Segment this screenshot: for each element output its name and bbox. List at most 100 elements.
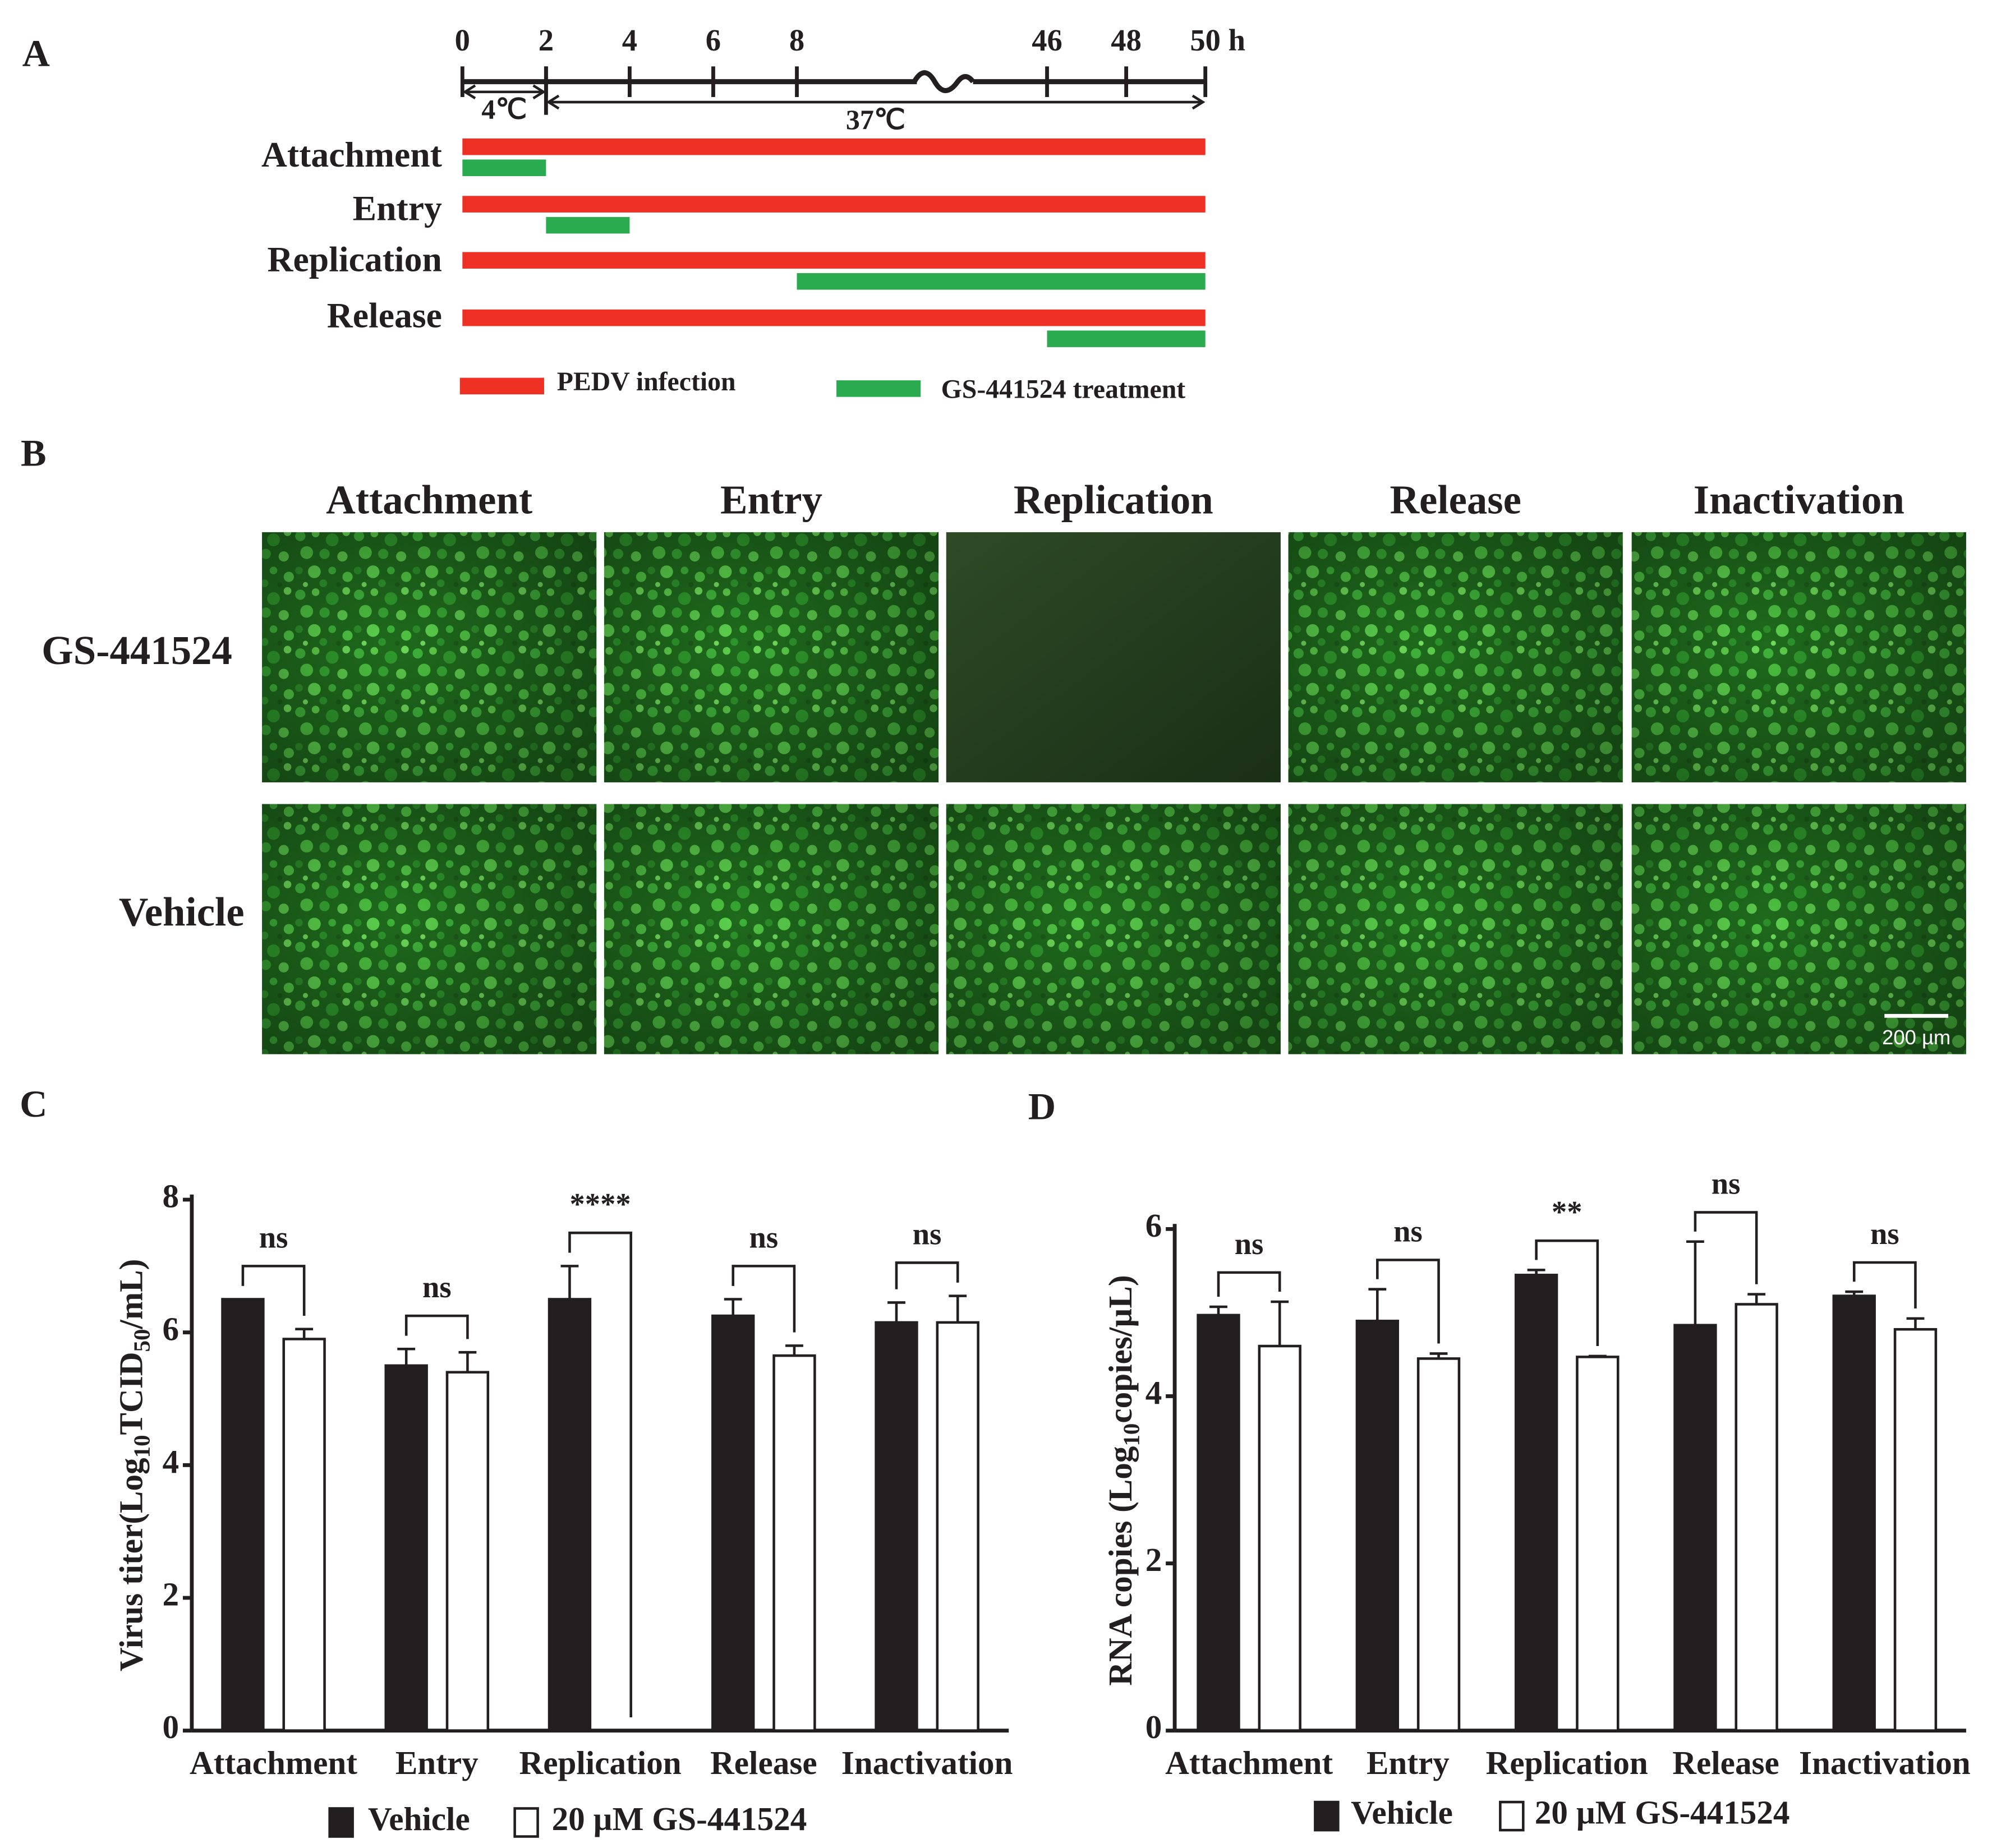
axis-break — [912, 70, 976, 93]
micrograph-shade — [1631, 804, 1966, 1054]
bar — [1258, 1344, 1301, 1732]
micrograph-shade — [1288, 532, 1623, 782]
significance-label: ns — [1393, 1214, 1423, 1248]
y-tick-label: 6 — [163, 1310, 180, 1347]
significance-label: ns — [259, 1220, 288, 1254]
treatment-bar — [462, 159, 546, 177]
bar — [221, 1298, 265, 1732]
arrow-head — [546, 94, 560, 110]
error-bar — [1686, 1240, 1704, 1325]
significance-bracket — [568, 1231, 632, 1717]
legend-swatch — [1499, 1800, 1525, 1832]
x-tick-label: Inactivation — [841, 1744, 1013, 1781]
bar — [445, 1371, 490, 1732]
legend-label: GS-441524 treatment — [941, 375, 1186, 404]
panel-label: A — [22, 32, 50, 75]
y-axis-label-part: RNA copies (Log — [1102, 1446, 1139, 1686]
significance-label: ns — [422, 1270, 452, 1304]
error-bar — [887, 1301, 905, 1322]
y-tick-label: 0 — [1145, 1708, 1162, 1745]
y-tick-label: 4 — [163, 1443, 180, 1480]
x-tick-label: Replication — [519, 1744, 681, 1781]
error-bar — [724, 1298, 742, 1316]
x-tick-label: Release — [1672, 1744, 1779, 1781]
legend-swatch — [836, 380, 921, 397]
significance-bracket — [1535, 1239, 1599, 1347]
legend-swatch — [459, 377, 544, 395]
micrograph-shade — [1288, 804, 1623, 1054]
y-tick-label: 2 — [1145, 1541, 1162, 1578]
bar — [282, 1338, 326, 1732]
x-tick-label: Entry — [395, 1744, 479, 1781]
error-bar — [295, 1328, 314, 1339]
infection-bar — [462, 138, 1206, 155]
panel-label: B — [21, 431, 47, 474]
bar — [1735, 1303, 1778, 1732]
column-label: Replication — [1014, 477, 1213, 523]
significance-label: ns — [913, 1216, 942, 1251]
bar — [1197, 1314, 1240, 1732]
timeline-tick-label: 0 — [455, 23, 470, 57]
timeline-unit: h — [1229, 23, 1245, 57]
arrow-head — [1191, 94, 1206, 110]
bar — [384, 1364, 428, 1732]
y-axis-label-part: Virus titer(Log — [112, 1458, 149, 1671]
bar — [1673, 1324, 1717, 1732]
significance-label: ns — [1235, 1227, 1264, 1261]
micrograph-shade — [604, 804, 939, 1054]
x-tick-label: Release — [710, 1744, 817, 1781]
significance-bracket — [732, 1265, 796, 1333]
y-axis-label-part: 10 — [1119, 1423, 1144, 1446]
micrograph-shade — [262, 532, 597, 782]
infection-bar — [462, 252, 1206, 269]
error-bar — [1845, 1290, 1864, 1296]
stage-label: Replication — [267, 239, 441, 279]
y-tick-label: 4 — [1145, 1374, 1162, 1411]
error-bar — [1429, 1352, 1448, 1359]
timeline-tick-label: 50 — [1190, 23, 1221, 57]
bar — [1416, 1357, 1461, 1732]
y-tick-label: 8 — [163, 1178, 180, 1215]
y-axis-label: RNA copies (Log10copies/µL) — [1102, 1275, 1144, 1685]
arrow-head — [462, 84, 476, 100]
y-axis-label-part: 10 — [130, 1435, 155, 1458]
x-tick-label: Entry — [1367, 1744, 1450, 1781]
y-tick-label: 2 — [163, 1576, 180, 1613]
column-label: Inactivation — [1694, 477, 1904, 523]
error-bar — [1368, 1288, 1387, 1321]
error-bar — [949, 1294, 967, 1322]
micrograph-shade — [262, 804, 597, 1054]
error-bar — [397, 1347, 416, 1366]
error-bar — [1588, 1354, 1607, 1358]
error-bar — [1271, 1300, 1289, 1347]
x-tick-label: Inactivation — [1799, 1744, 1971, 1781]
error-bar — [785, 1344, 803, 1356]
bar — [875, 1321, 918, 1732]
bar — [711, 1314, 755, 1732]
error-bar — [458, 1351, 477, 1372]
significance-label: **** — [569, 1187, 631, 1221]
legend-label: PEDV infection — [557, 367, 736, 397]
significance-label: ** — [1552, 1195, 1582, 1229]
micrograph-shade — [1631, 532, 1966, 782]
x-tick-label: Attachment — [190, 1744, 357, 1781]
micrograph — [946, 532, 1281, 782]
temperature-label: 37℃ — [846, 104, 905, 135]
bar — [1576, 1356, 1620, 1732]
treatment-bar — [546, 216, 630, 234]
timeline-tick-label: 2 — [539, 23, 554, 57]
infection-bar — [462, 309, 1206, 326]
bar — [1893, 1328, 1938, 1732]
significance-label: ns — [1870, 1216, 1899, 1251]
significance-bracket — [1852, 1261, 1917, 1308]
bar — [1514, 1274, 1558, 1732]
y-axis-label-part: 50 — [130, 1329, 155, 1352]
significance-bracket — [895, 1261, 959, 1289]
bar — [772, 1354, 816, 1732]
micrograph-shade — [604, 532, 939, 782]
stage-label: Release — [327, 296, 442, 335]
legend-swatch — [328, 1807, 354, 1838]
scale-bar-label: 200 µm — [1882, 1026, 1950, 1049]
micrograph-shade — [946, 804, 1281, 1054]
